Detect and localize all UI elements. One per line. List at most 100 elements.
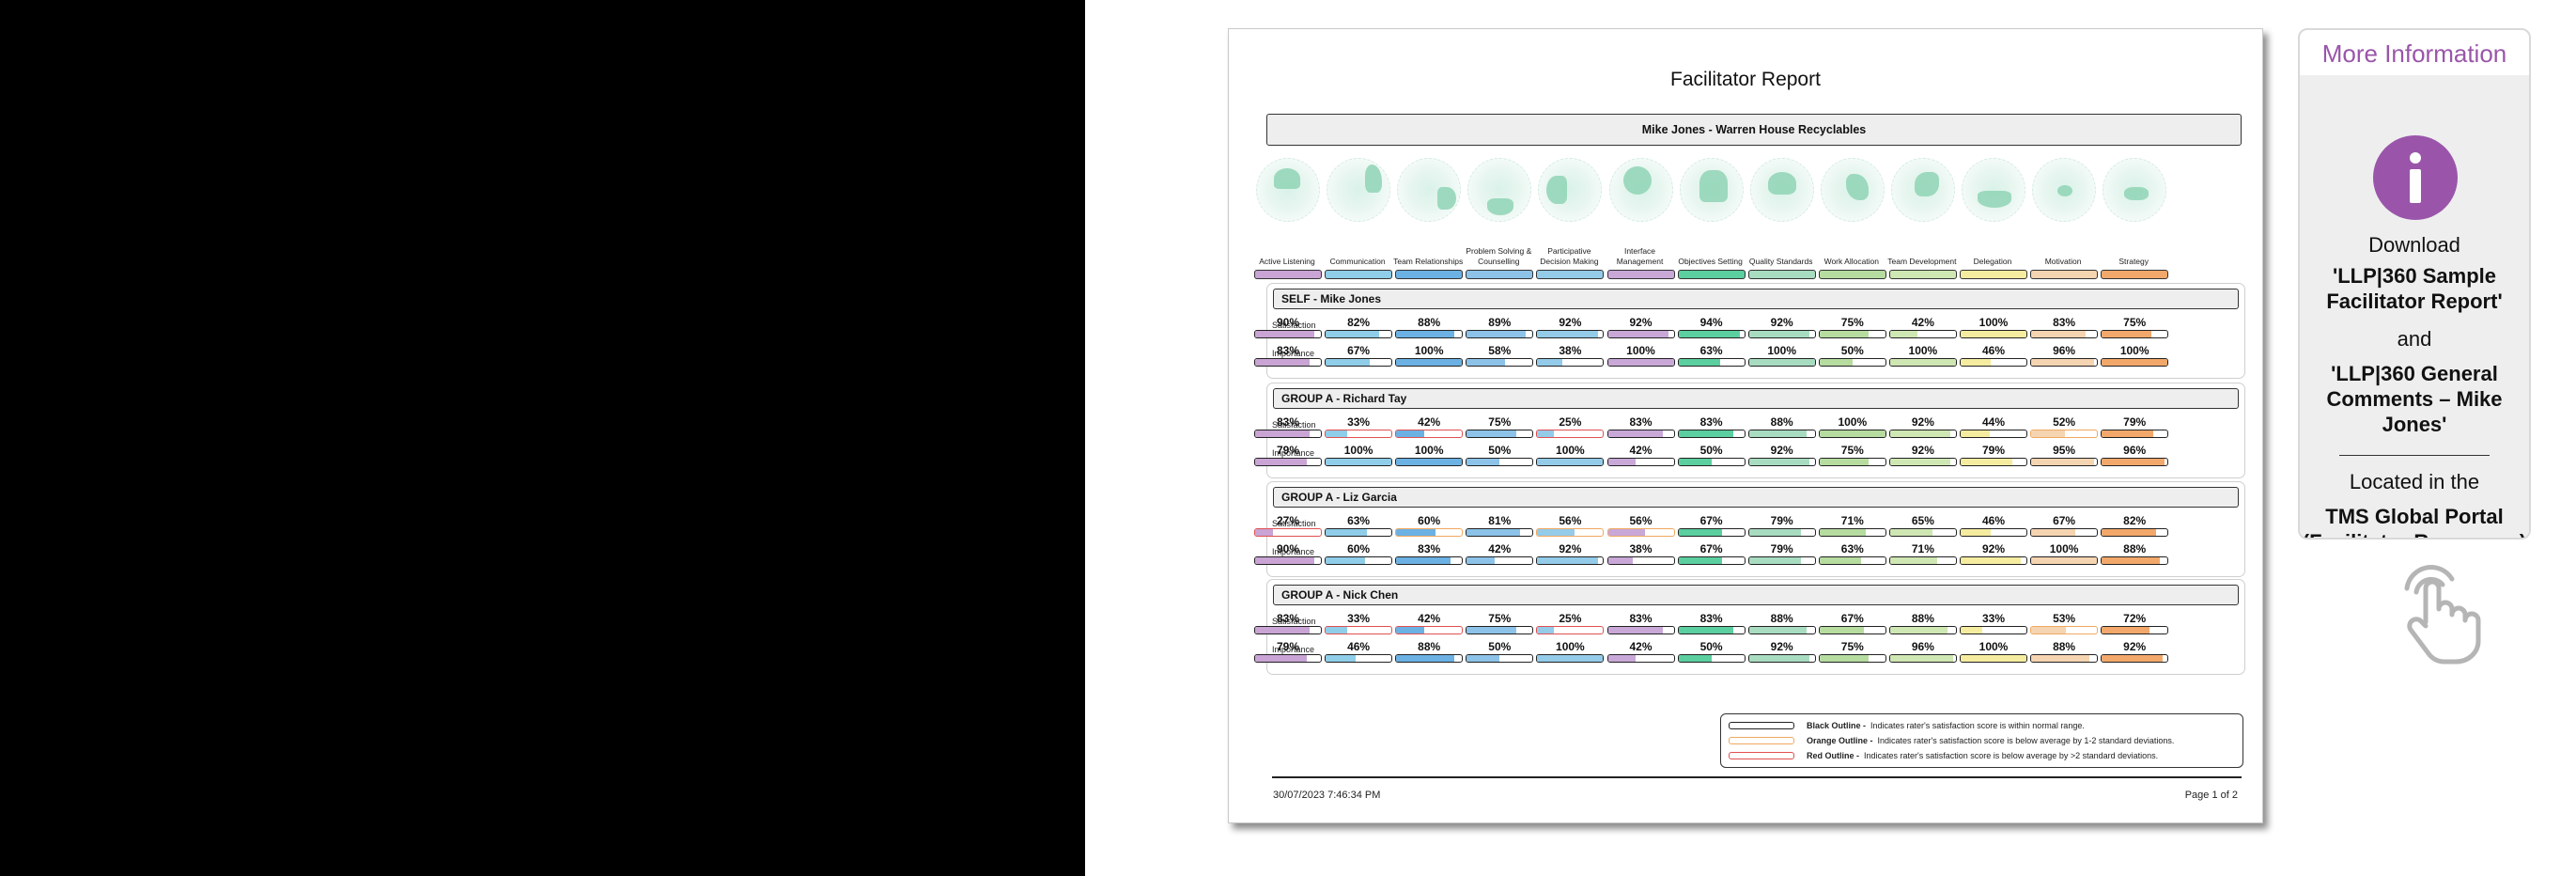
category-color-bar (1536, 270, 1605, 279)
info-icon (2373, 135, 2458, 220)
satisfaction-score: 25% (1536, 415, 1605, 438)
importance-row-label: Importance (1272, 547, 1315, 556)
satisfaction-score: 72% (2101, 612, 2169, 634)
satisfaction-score: 60% (1395, 514, 1464, 537)
satisfaction-score: 25% (1536, 612, 1605, 634)
importance-score: 46% (1960, 344, 2027, 367)
score-bar (1818, 358, 1886, 367)
category-label: Team Development (1887, 256, 1957, 266)
score-bar (1606, 330, 1675, 338)
satisfaction-score: 67% (2030, 514, 2099, 537)
footer-divider (1272, 776, 2242, 778)
score-value: 50% (1488, 444, 1512, 457)
satisfaction-row-label: Satisfaction (1272, 321, 1316, 330)
score-fill (2102, 557, 2160, 564)
rater-section: GROUP A - Nick Chen Satisfaction 83% 33% 42%… (1254, 579, 2245, 675)
score-value: 50% (1840, 344, 1864, 357)
importance-score: 100% (1536, 444, 1605, 466)
score-bar (1606, 358, 1675, 367)
legend-text: Indicates rater's satisfaction score is … (1870, 721, 2085, 730)
importance-score: 42% (1466, 542, 1534, 565)
score-fill (1678, 655, 1712, 662)
wheel-segment (1978, 191, 2011, 208)
legend-label: Orange Outline - (1807, 736, 1873, 745)
score-fill (2031, 331, 2087, 337)
legend-label: Red Outline - (1807, 751, 1859, 760)
importance-score: 63% (1677, 344, 1746, 367)
score-bar (1888, 556, 1957, 565)
score-value: 92% (1770, 444, 1793, 457)
score-bar (1677, 430, 1746, 438)
score-fill (1255, 627, 1311, 634)
score-value: 100% (1343, 444, 1373, 457)
legend-swatch-orange (1729, 737, 1794, 744)
score-fill (1326, 655, 1357, 662)
score-bar (2030, 654, 2099, 663)
doc-title-2: 'LLP|360 General Comments – Mike Jones' (2326, 362, 2503, 436)
importance-row-label: Importance (1272, 448, 1315, 458)
legend-text: Indicates rater's satisfaction score is … (1864, 751, 2159, 760)
score-bar (1818, 654, 1886, 663)
wheel-segment (1622, 166, 1652, 195)
wheel-segment (1845, 174, 1869, 200)
importance-score: 100% (1395, 344, 1464, 367)
score-value: 67% (2053, 514, 2076, 527)
category-color-bar (1466, 270, 1534, 279)
satisfaction-score: 75% (2101, 316, 2169, 338)
score-fill (1326, 359, 1370, 366)
satisfaction-score: 63% (1325, 514, 1393, 537)
score-bar (1536, 626, 1605, 634)
score-value: 83% (1276, 415, 1300, 429)
score-fill (1889, 557, 1937, 564)
score-bar (1818, 458, 1886, 466)
satisfaction-score: 83% (1254, 612, 1322, 634)
score-fill (1607, 627, 1663, 634)
score-fill (1326, 529, 1368, 536)
score-bar (1888, 330, 1957, 338)
score-bar (1747, 556, 1816, 565)
score-bar (1747, 458, 1816, 466)
score-bar (1888, 458, 1957, 466)
importance-score: 100% (1606, 344, 1675, 367)
category-wheel (1608, 158, 1673, 222)
category-label: Delegation (1973, 256, 2012, 266)
score-bar (2030, 626, 2099, 634)
score-value: 63% (1840, 542, 1864, 555)
score-value: 33% (1347, 612, 1371, 625)
score-bar (1466, 358, 1534, 367)
score-bar (2030, 528, 2099, 537)
satisfaction-score: 90% (1254, 316, 1322, 338)
importance-score: 92% (1536, 542, 1605, 565)
score-fill (1961, 459, 2013, 465)
satisfaction-score: 100% (1818, 415, 1886, 438)
panel-body: Download 'LLP|360 Sample Facilitator Rep… (2300, 75, 2529, 538)
importance-score: 96% (2030, 344, 2099, 367)
score-bar (1747, 330, 1816, 338)
score-value: 58% (1488, 344, 1512, 357)
score-fill (1961, 557, 2022, 564)
score-value: 75% (1488, 415, 1512, 429)
score-fill (1537, 459, 1604, 465)
score-fill (1748, 359, 1815, 366)
section-title: SELF - Mike Jones (1273, 289, 2239, 309)
importance-score: 50% (1677, 444, 1746, 466)
score-bar (1254, 528, 1322, 537)
score-value: 38% (1559, 344, 1582, 357)
score-bar (1395, 458, 1464, 466)
satisfaction-score: 33% (1960, 612, 2027, 634)
score-bar (1677, 330, 1746, 338)
score-value: 90% (1276, 316, 1300, 329)
score-bar (1606, 430, 1675, 438)
score-value: 94% (1699, 316, 1723, 329)
importance-score: 75% (1818, 640, 1886, 663)
score-fill (1255, 430, 1311, 437)
score-fill (1537, 529, 1575, 536)
score-bar (1606, 458, 1675, 466)
satisfaction-score: 82% (1325, 316, 1393, 338)
score-fill (1466, 430, 1516, 437)
satisfaction-score: 88% (1747, 612, 1816, 634)
importance-score: 50% (1818, 344, 1886, 367)
score-fill (2102, 430, 2154, 437)
score-value: 100% (2119, 344, 2149, 357)
score-value: 25% (1559, 612, 1582, 625)
